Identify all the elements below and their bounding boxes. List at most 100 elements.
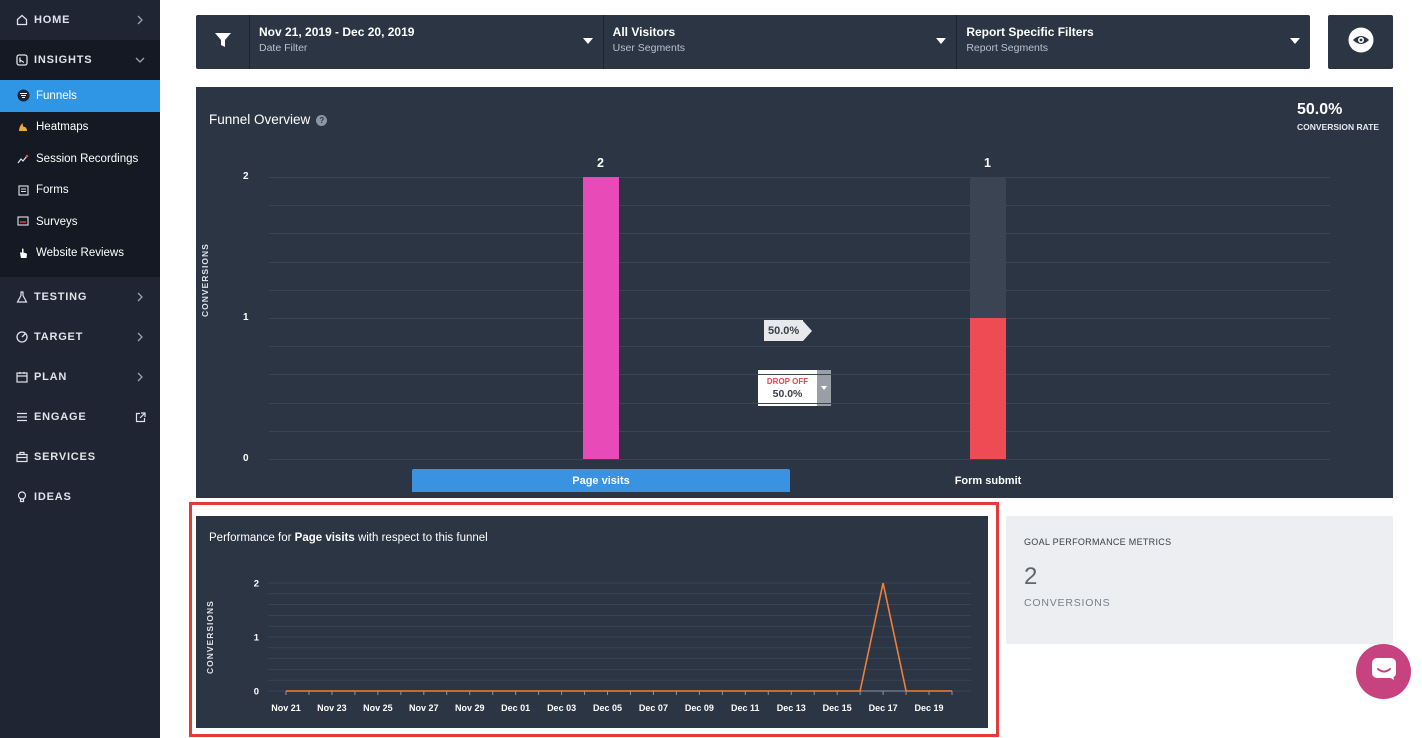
caret-down-icon [1290, 38, 1301, 44]
drop-off-label: DROP OFF [766, 376, 809, 386]
nav-services[interactable]: SERVICES [0, 437, 160, 477]
nav-insights-label: INSIGHTS [34, 54, 93, 66]
recording-icon [16, 152, 30, 166]
x-tick-label: Dec 05 [593, 703, 622, 713]
performance-title-suffix: with respect to this funnel [354, 532, 488, 544]
nav-insights[interactable]: INSIGHTS [0, 40, 160, 80]
funnel-overview-title-text: Funnel Overview [209, 112, 311, 127]
nav-target-label: TARGET [34, 331, 84, 343]
user-segments-dropdown[interactable]: All Visitors User Segments [604, 15, 958, 69]
funnel-y-axis-label: CONVERSIONS [200, 243, 210, 317]
funnel-step-tab[interactable]: Page visits [412, 469, 790, 492]
date-filter-dropdown[interactable]: Nov 21, 2019 - Dec 20, 2019 Date Filter [250, 15, 604, 69]
nav-testing[interactable]: TESTING [0, 277, 160, 317]
x-tick-label: Dec 17 [869, 703, 898, 713]
sidebar-item-session-recordings[interactable]: Session Recordings [0, 143, 160, 175]
hand-icon [16, 246, 30, 260]
external-link-icon [134, 411, 146, 423]
help-icon[interactable]: ? [316, 114, 328, 126]
x-tick-label: Dec 03 [547, 703, 576, 713]
sidebar-item-website-reviews[interactable]: Website Reviews [0, 238, 160, 270]
chevron-right-icon [134, 331, 146, 343]
x-tick-label: Nov 27 [409, 703, 439, 713]
sidebar-item-surveys[interactable]: Surveys [0, 206, 160, 238]
nav-plan[interactable]: PLAN [0, 357, 160, 397]
funnel-step-tab[interactable]: Form submit [954, 474, 1022, 487]
chat-launcher-button[interactable] [1356, 644, 1411, 699]
goal-conversions-value: 2 [1024, 563, 1038, 590]
gridline [269, 261, 1330, 263]
x-tick-label: Dec 09 [685, 703, 714, 713]
y-tick-label: 0 [243, 453, 249, 464]
form-icon [16, 183, 30, 197]
x-tick-label: Dec 15 [823, 703, 852, 713]
performance-title-step: Page visits [294, 532, 355, 544]
step-conversion-value: 50.0% [764, 320, 804, 341]
report-segments-dropdown[interactable]: Report Specific Filters Report Segments [957, 15, 1310, 69]
target-icon [14, 329, 30, 345]
sidebar-item-heatmaps[interactable]: Heatmaps [0, 112, 160, 144]
nav-home[interactable]: HOME [0, 0, 160, 40]
nav-engage[interactable]: ENGAGE [0, 397, 160, 437]
highlight-frame [189, 502, 999, 737]
nav-services-label: SERVICES [34, 451, 96, 463]
flask-icon [14, 289, 30, 305]
sidebar: HOME INSIGHTS Funnels Heatmaps Session R… [0, 0, 160, 738]
x-tick-label: Dec 13 [777, 703, 806, 713]
sidebar-item-label: Surveys [36, 215, 78, 228]
goal-conversions-label: CONVERSIONS [1024, 597, 1111, 609]
gridline [269, 374, 1330, 376]
user-segments-value: All Visitors [612, 25, 676, 39]
funnel-bar[interactable] [583, 177, 619, 459]
gridline [269, 346, 1330, 348]
drop-off-badge[interactable]: DROP OFF 50.0% [758, 370, 831, 406]
y-tick-label: 2 [254, 579, 259, 590]
sidebar-item-funnels[interactable]: Funnels [0, 80, 160, 112]
performance-line-chart: 0 1 2 Nov 21 Nov 23 Nov 25 Nov 27 Nov 29 Dec 01 D… [254, 579, 971, 713]
sidebar-item-forms[interactable]: Forms [0, 175, 160, 207]
funnel-bar[interactable] [970, 318, 1006, 459]
conversion-rate: 50.0% CONVERSION RATE [1297, 101, 1379, 132]
sidebar-item-label: Heatmaps [36, 121, 89, 134]
drop-off-toggle[interactable] [817, 370, 831, 406]
goal-metrics-heading: GOAL PERFORMANCE METRICS [1024, 537, 1172, 547]
bar-value-label: 1 [984, 156, 991, 170]
date-filter-label: Date Filter [259, 42, 308, 54]
nav-target[interactable]: TARGET [0, 317, 160, 357]
gridline [269, 205, 1330, 207]
x-tick-label: Nov 29 [455, 703, 485, 713]
x-tick-label: Nov 23 [317, 703, 347, 713]
x-tick-label: Dec 19 [915, 703, 944, 713]
x-tick-label: Dec 11 [731, 703, 760, 713]
funnel-overview-title: Funnel Overview? [209, 112, 328, 127]
arrow-tip [803, 320, 813, 341]
performance-panel: Performance for Page visits with respect… [196, 516, 988, 728]
x-tick-label: Dec 01 [501, 703, 530, 713]
y-tick-label: 1 [243, 312, 249, 323]
report-segments-label: Report Segments [966, 42, 1049, 54]
nav-ideas[interactable]: IDEAS [0, 477, 160, 517]
step-conversion-arrow: 50.0% [764, 320, 818, 341]
filter-toggle-button[interactable] [196, 15, 250, 69]
date-filter-value: Nov 21, 2019 - Dec 20, 2019 [259, 25, 415, 39]
funnel-overview-panel: Funnel Overview? 50.0% CONVERSION RATE C… [196, 87, 1393, 498]
preview-button[interactable] [1328, 15, 1393, 69]
conversion-rate-label: CONVERSION RATE [1296, 122, 1379, 132]
home-icon [14, 12, 30, 28]
gridline [269, 177, 1330, 178]
chevron-right-icon [134, 14, 146, 26]
caret-down-icon [821, 386, 827, 390]
x-tick-label: Nov 25 [363, 703, 393, 713]
y-tick-label: 2 [243, 171, 249, 182]
flame-icon [16, 120, 30, 134]
chevron-down-icon [134, 54, 146, 66]
calendar-icon [14, 369, 30, 385]
drop-off-value: 50.0% [772, 387, 803, 400]
funnel-icon [16, 89, 30, 103]
chat-icon [1371, 657, 1397, 686]
gridline [269, 430, 1330, 432]
nav-ideas-label: IDEAS [34, 491, 72, 503]
y-tick-label: 1 [254, 633, 260, 644]
bar-value-label: 2 [597, 156, 604, 170]
conversion-rate-value: 50.0% [1296, 101, 1343, 118]
